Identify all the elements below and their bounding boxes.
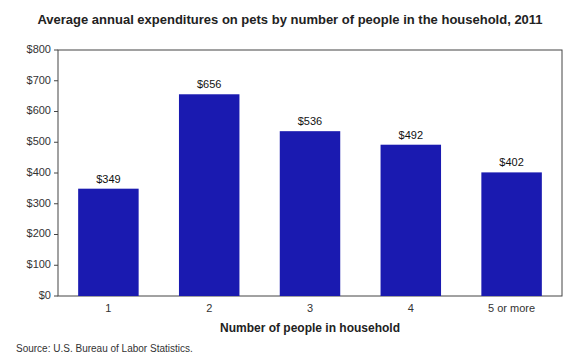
x-tick-label: 3 xyxy=(307,302,313,314)
y-tick xyxy=(54,265,58,266)
y-tick xyxy=(54,234,58,235)
y-tick-label: $500 xyxy=(27,135,51,147)
y-tick xyxy=(54,142,58,143)
bar xyxy=(280,131,340,296)
y-tick-label: $100 xyxy=(27,258,51,270)
y-tick xyxy=(54,80,58,81)
y-axis: $0 $100 $200 $300 $400 $500 $600 $700 $800 xyxy=(27,43,58,301)
x-axis-label: Number of people in household xyxy=(220,321,400,335)
y-tick-label: $300 xyxy=(27,197,51,209)
y-tick-label: $0 xyxy=(39,289,51,301)
data-label: $492 xyxy=(399,129,423,141)
y-tick-label: $700 xyxy=(27,74,51,86)
bar xyxy=(381,145,441,296)
data-label: $402 xyxy=(499,156,523,168)
bars xyxy=(78,94,542,296)
title: Average annual expenditures on pets by n… xyxy=(37,12,542,27)
data-label: $349 xyxy=(96,173,120,185)
y-tick xyxy=(54,50,58,51)
y-tick xyxy=(54,296,58,297)
y-tick xyxy=(54,203,58,204)
plot-frame xyxy=(58,50,562,296)
y-tick-label: $200 xyxy=(27,227,51,239)
x-axis: 1 2 3 4 5 or more xyxy=(105,302,535,314)
y-tick-label: $400 xyxy=(27,166,51,178)
data-label: $656 xyxy=(197,78,221,90)
y-tick-label: $600 xyxy=(27,104,51,116)
bar xyxy=(481,172,541,296)
chart-container: Average annual expenditures on pets by n… xyxy=(0,0,580,360)
x-tick-label: 1 xyxy=(105,302,111,314)
y-tick xyxy=(54,173,58,174)
source-note: Source: U.S. Bureau of Labor Statistics. xyxy=(16,343,193,354)
bar xyxy=(78,189,138,296)
y-tick xyxy=(54,111,58,112)
x-tick-label: 4 xyxy=(408,302,414,314)
chart-svg: Average annual expenditures on pets by n… xyxy=(0,0,580,360)
data-labels: $349 $656 $536 $492 $402 xyxy=(96,78,524,184)
x-tick-label: 2 xyxy=(206,302,212,314)
bar xyxy=(179,94,239,296)
y-tick-label: $800 xyxy=(27,43,51,55)
data-label: $536 xyxy=(298,115,322,127)
x-tick-label: 5 or more xyxy=(488,302,535,314)
